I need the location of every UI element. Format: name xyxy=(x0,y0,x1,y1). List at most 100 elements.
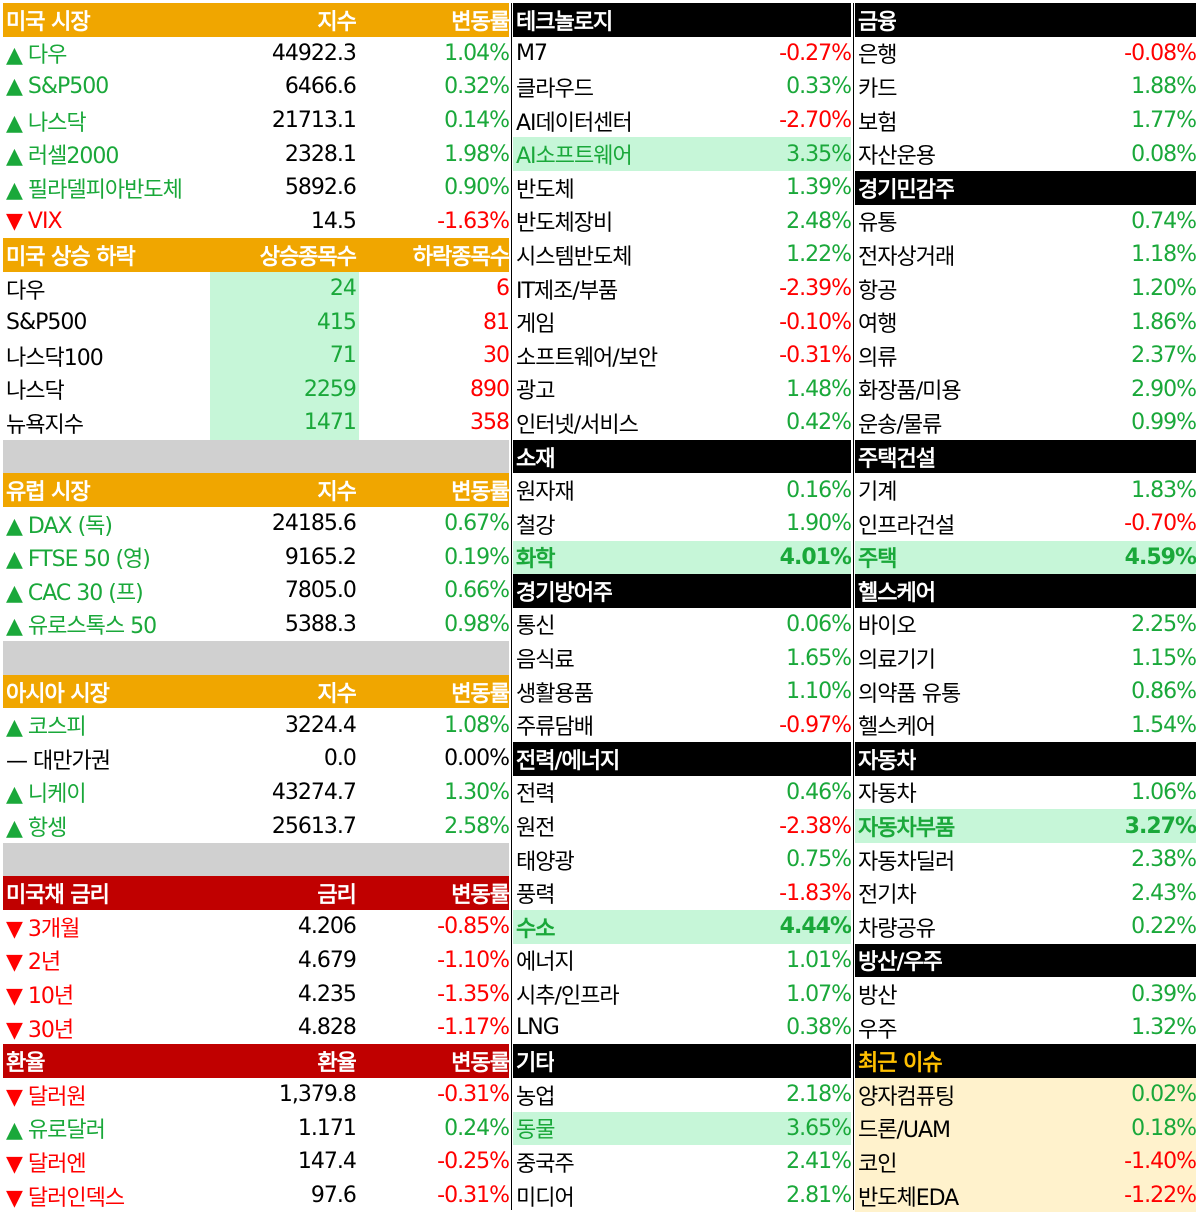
asia-row: — 대만가권 0.0 0.00% xyxy=(3,742,509,776)
sector-row: 자동차 1.06% xyxy=(855,776,1196,810)
row-change: 1.04% xyxy=(444,40,509,66)
decliners-count: 890 xyxy=(470,376,509,402)
sector-name: 보험 xyxy=(858,110,897,136)
sector-title: 헬스케어 xyxy=(858,580,935,606)
sector-name: 운송/물류 xyxy=(858,412,942,438)
sector-header: 경기민감주 xyxy=(855,170,1196,205)
row-change: -0.85% xyxy=(437,914,509,940)
sector-title: 기타 xyxy=(516,1051,555,1077)
europe-header: 유럽 시장 지수 변동률 xyxy=(3,473,509,507)
sector-name: 에너지 xyxy=(516,950,575,976)
sector-change: -0.27% xyxy=(779,40,851,66)
sector-change: 0.38% xyxy=(786,1015,851,1041)
sector-row: 수소 4.44% xyxy=(513,910,851,944)
sector-title: 금융 xyxy=(858,9,897,35)
header-col2: 변동률 xyxy=(451,480,509,506)
treasury-row: ▼ 3개월 4.206 -0.85% xyxy=(3,910,509,944)
sector-row: 헬스케어 1.54% xyxy=(855,708,1196,742)
sector-name: 수소 xyxy=(516,916,555,942)
advancers-count: 24 xyxy=(209,271,359,306)
row-value: 7805.0 xyxy=(284,578,356,604)
sector-row: 원전 -2.38% xyxy=(513,809,851,843)
sector-change: 1.86% xyxy=(1131,309,1196,335)
header-col2: 변동률 xyxy=(451,1051,509,1077)
us_breadth-row: 뉴욕지수 1471 358 xyxy=(3,406,509,440)
row-name: 뉴욕지수 xyxy=(6,412,84,438)
sector-change: -2.39% xyxy=(779,276,851,302)
sector-row: 생활용품 1.10% xyxy=(513,675,851,709)
sector-title: 방산/우주 xyxy=(858,950,942,976)
sector-change: 3.35% xyxy=(786,141,851,167)
treasury-row: ▼ 2년 4.679 -1.10% xyxy=(3,944,509,978)
row-value: 21713.1 xyxy=(271,108,356,134)
sector-row: 시스템반도체 1.22% xyxy=(513,238,851,272)
sector-name: 광고 xyxy=(516,379,555,405)
sector-name: 생활용품 xyxy=(516,681,594,707)
sector-row: 광고 1.48% xyxy=(513,373,851,407)
asia-row: ▲ 코스피 3224.4 1.08% xyxy=(3,708,509,742)
sector-change: 0.08% xyxy=(1131,141,1196,167)
sector-name: 양자컴퓨팅 xyxy=(858,1084,955,1110)
sector-row: 반도체장비 2.48% xyxy=(513,205,851,239)
asia-row: ▲ 니케이 43274.7 1.30% xyxy=(3,776,509,810)
sector-row: LNG 0.38% xyxy=(513,1011,851,1045)
header-col1: 상승종목수 xyxy=(259,244,357,270)
row-value: 1.171 xyxy=(297,1115,356,1141)
sector-name: 헬스케어 xyxy=(858,715,936,741)
sector-change: 4.01% xyxy=(779,544,851,570)
sector-title: 경기방어주 xyxy=(516,580,613,606)
sector-row: 전자상거래 1.18% xyxy=(855,238,1196,272)
sector-row: 미디어 2.81% xyxy=(513,1179,851,1213)
row-name: ▲ 유로스톡스 50 xyxy=(6,614,157,640)
sector-change: 0.46% xyxy=(786,779,851,805)
row-change: 0.24% xyxy=(444,1115,509,1141)
row-value: 2328.1 xyxy=(284,141,356,167)
sector-name: 통신 xyxy=(516,614,555,640)
row-value: 3224.4 xyxy=(284,712,356,738)
sector-row: AI소프트웨어 3.35% xyxy=(513,137,851,171)
us_market-row: ▲ 다우 44922.3 1.04% xyxy=(3,37,509,71)
header-col2: 하락종목수 xyxy=(412,244,509,270)
row-name: 다우 xyxy=(6,278,45,304)
sector-change: 1.01% xyxy=(786,947,851,973)
sector-header: 헬스케어 xyxy=(855,574,1196,608)
sector-name: 여행 xyxy=(858,312,897,338)
sector-name: 미디어 xyxy=(516,1185,575,1211)
sector-name: 반도체장비 xyxy=(516,211,613,237)
sector-name: 우주 xyxy=(858,1017,897,1043)
sector-row: 전력 0.46% xyxy=(513,776,851,810)
sector-row: 주택 4.59% xyxy=(855,540,1196,575)
row-name: ▲ FTSE 50 (영) xyxy=(6,547,151,573)
sector-row: 반도체EDA -1.22% xyxy=(855,1178,1196,1213)
row-change: -1.63% xyxy=(437,208,509,234)
us_market-row: ▲ 나스닥 21713.1 0.14% xyxy=(3,104,509,138)
sector-change: 0.42% xyxy=(786,410,851,436)
row-value: 1,379.8 xyxy=(278,1082,356,1108)
sector-name: 드론/UAM xyxy=(858,1118,951,1144)
sector-name: 의약품 유통 xyxy=(858,681,961,707)
sector-name: 전자상거래 xyxy=(858,244,955,270)
row-name: ▼ 달러원 xyxy=(6,1084,87,1110)
row-value: 25613.7 xyxy=(271,813,356,839)
row-value: 9165.2 xyxy=(284,544,356,570)
advancers-count: 1471 xyxy=(209,406,359,440)
us_breadth-row: 다우 24 6 xyxy=(3,271,509,306)
row-name: ▲ 다우 xyxy=(6,43,67,69)
row-value: 43274.7 xyxy=(271,779,356,805)
row-change: 1.08% xyxy=(444,712,509,738)
sector-change: -0.70% xyxy=(1124,511,1196,537)
sector-row: 화장품/미용 2.90% xyxy=(855,373,1196,407)
row-value: 147.4 xyxy=(297,1149,356,1175)
row-change: 0.14% xyxy=(444,108,509,134)
row-name: ▲ DAX (독) xyxy=(6,513,113,539)
sector-row: 코인 -1.40% xyxy=(855,1145,1196,1179)
sector-row: 유통 0.74% xyxy=(855,205,1196,239)
sector-row: 음식료 1.65% xyxy=(513,641,851,675)
sector-header: 테크놀로지 xyxy=(513,3,851,37)
decliners-count: 6 xyxy=(496,276,509,302)
sector-name: 시스템반도체 xyxy=(516,244,632,270)
sector-change: 1.54% xyxy=(1131,712,1196,738)
sector-change: 1.83% xyxy=(1131,477,1196,503)
sector-name: 자동차 xyxy=(858,782,917,808)
sector-row: 농업 2.18% xyxy=(513,1078,851,1112)
